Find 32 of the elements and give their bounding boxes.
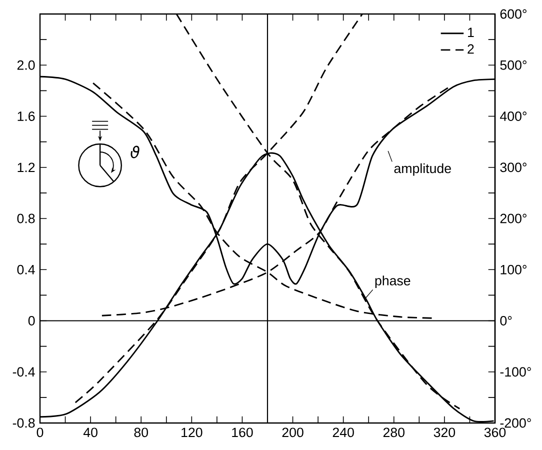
y-tick-label: 0.4	[17, 264, 35, 274]
y-tick-label: 0.8	[17, 214, 35, 224]
y2-tick-label: -200°	[500, 418, 531, 428]
x-tick-label: 80	[134, 428, 148, 438]
y2-tick-label: 100°	[500, 264, 526, 274]
y-tick-label: -0.8	[12, 418, 35, 428]
legend-label: 1	[468, 28, 474, 37]
x-tick-label: 40	[83, 428, 98, 438]
x-tick-label: 200	[282, 428, 304, 438]
x-tick-label: 320	[434, 428, 456, 438]
y2-tick-label: 500°	[500, 60, 526, 70]
x-tick-label: 0	[36, 428, 44, 438]
y2-tick-label: -100°	[500, 367, 531, 377]
annotation: phase	[375, 276, 410, 288]
y2-tick-label: 400°	[500, 112, 526, 121]
x-tick-label: 240	[332, 428, 354, 438]
annotation: amplitude	[394, 163, 451, 176]
annotation: ϑ	[130, 146, 140, 158]
x-tick-label: 120	[182, 428, 202, 438]
y2-tick-label: 200°	[500, 214, 526, 224]
y2-tick-label: 600°	[500, 9, 526, 19]
y2-tick-label: 0°	[500, 316, 512, 326]
x-tick-label: 160	[232, 428, 253, 438]
x-tick-label: 360	[484, 428, 506, 438]
y-tick-label: -0.4	[12, 367, 35, 377]
y-tick-label: 2.0	[17, 60, 35, 70]
y-tick-label: 1.6	[18, 112, 35, 121]
y2-tick-label: 300°	[500, 162, 526, 172]
x-tick-label: 280	[383, 428, 404, 438]
y-tick-label: 1.2	[18, 162, 35, 172]
legend-label: 2	[468, 44, 474, 54]
y-tick-label: 0	[28, 316, 35, 326]
